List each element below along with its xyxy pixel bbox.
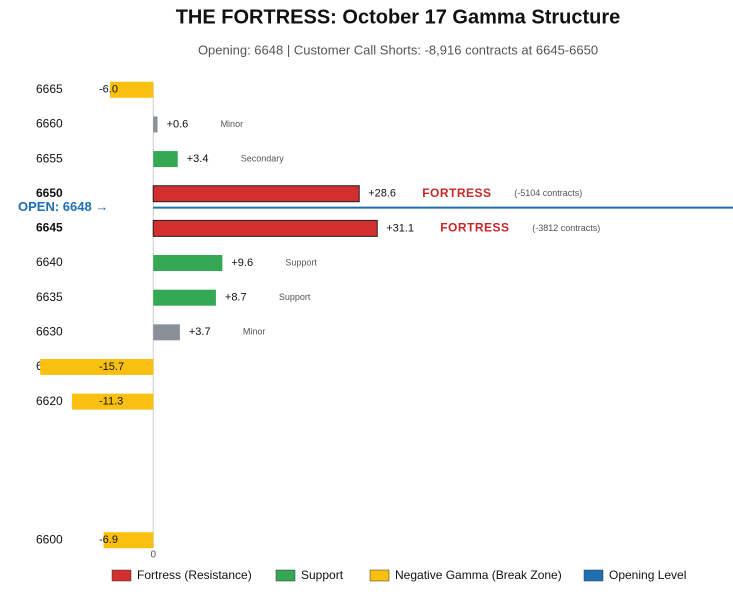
strike-label: 6655 (36, 151, 63, 165)
value-label: -6.9 (99, 534, 118, 546)
value-label: -15.7 (99, 361, 124, 373)
bar (153, 289, 216, 306)
x-tick-label: 0 (150, 550, 156, 561)
legend-swatch (275, 569, 296, 582)
value-label: +9.6 (231, 257, 253, 269)
bar-tag: Support (279, 292, 311, 302)
strike-label: 6630 (36, 324, 63, 338)
value-label: +8.7 (225, 292, 247, 304)
bar-tag: FORTRESS (440, 221, 509, 235)
bar-tag: FORTRESS (422, 186, 491, 200)
value-label: -11.3 (99, 396, 123, 408)
legend-swatch (111, 569, 132, 582)
bar-tag: Minor (221, 119, 244, 129)
value-label: +31.1 (386, 222, 414, 234)
bar (153, 324, 180, 341)
bar-tag: Secondary (241, 153, 285, 163)
bar (40, 358, 154, 375)
bar (71, 393, 154, 410)
value-label: +3.4 (187, 153, 209, 165)
bar (110, 81, 154, 98)
bar (153, 151, 178, 168)
value-label: +0.6 (167, 118, 189, 130)
strike-label: 6660 (36, 117, 63, 131)
bar (153, 255, 223, 272)
strike-label: 6650 (36, 186, 63, 200)
legend-swatch (369, 569, 390, 582)
bar (153, 116, 158, 133)
bar (103, 532, 154, 549)
value-label: -6.0 (99, 84, 118, 96)
chart-title: THE FORTRESS: October 17 Gamma Structure (176, 6, 621, 28)
strike-label: 6640 (36, 255, 63, 269)
strike-label: 6635 (36, 290, 63, 304)
legend-label: Opening Level (609, 568, 686, 582)
strike-label: 6665 (36, 82, 63, 96)
bar-note: (-3812 contracts) (532, 223, 600, 233)
chart-subtitle: Opening: 6648 | Customer Call Shorts: -8… (198, 42, 598, 57)
legend-label: Fortress (Resistance) (137, 568, 252, 582)
value-label: +3.7 (189, 326, 211, 338)
legend-label: Support (301, 568, 344, 582)
opening-label: OPEN: 6648 → (18, 199, 108, 214)
strike-label: 6645 (36, 221, 63, 235)
bar-tag: Support (285, 257, 317, 267)
bar (152, 219, 378, 237)
strike-label: 6620 (36, 394, 63, 408)
legend-label: Negative Gamma (Break Zone) (395, 568, 562, 582)
strike-label: 6600 (36, 532, 63, 546)
bar (152, 185, 360, 203)
bar-tag: Minor (243, 327, 266, 337)
bar-note: (-5104 contracts) (514, 188, 582, 198)
legend-swatch (583, 569, 604, 582)
value-label: +28.6 (368, 188, 396, 200)
